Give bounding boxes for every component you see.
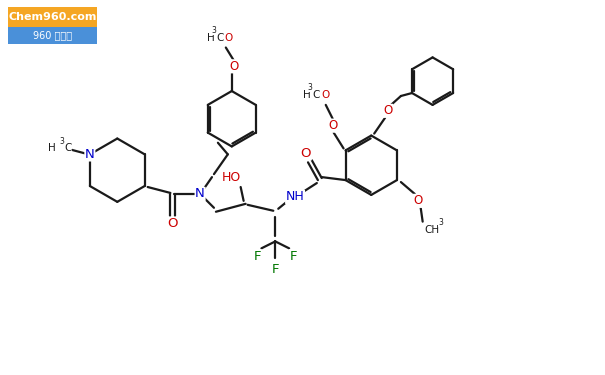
Text: N: N: [85, 148, 95, 161]
FancyBboxPatch shape: [8, 27, 97, 44]
Text: O: O: [225, 33, 233, 43]
Text: H: H: [303, 90, 311, 100]
Text: O: O: [413, 194, 422, 207]
Text: HO: HO: [222, 171, 241, 184]
Text: F: F: [253, 250, 261, 263]
Text: O: O: [229, 60, 238, 73]
Text: O: O: [167, 217, 178, 230]
Text: O: O: [301, 147, 311, 160]
Text: 3: 3: [439, 217, 443, 226]
Text: Chem960.com: Chem960.com: [9, 12, 97, 22]
Text: F: F: [289, 250, 297, 263]
Text: F: F: [272, 262, 279, 276]
Text: O: O: [384, 104, 393, 117]
Text: CH: CH: [425, 225, 440, 234]
Text: NH: NH: [286, 190, 304, 203]
Text: 3: 3: [211, 26, 216, 34]
Text: H: H: [48, 143, 56, 153]
Text: O: O: [328, 119, 338, 132]
Text: 960 化工网: 960 化工网: [33, 30, 73, 40]
Text: O: O: [322, 90, 330, 100]
Text: C: C: [216, 33, 223, 43]
Text: H: H: [207, 33, 215, 43]
Text: 3: 3: [307, 83, 312, 92]
Text: C: C: [64, 143, 71, 153]
Text: 3: 3: [59, 137, 64, 146]
FancyBboxPatch shape: [8, 7, 97, 27]
Text: N: N: [195, 188, 205, 200]
Text: C: C: [312, 90, 319, 100]
